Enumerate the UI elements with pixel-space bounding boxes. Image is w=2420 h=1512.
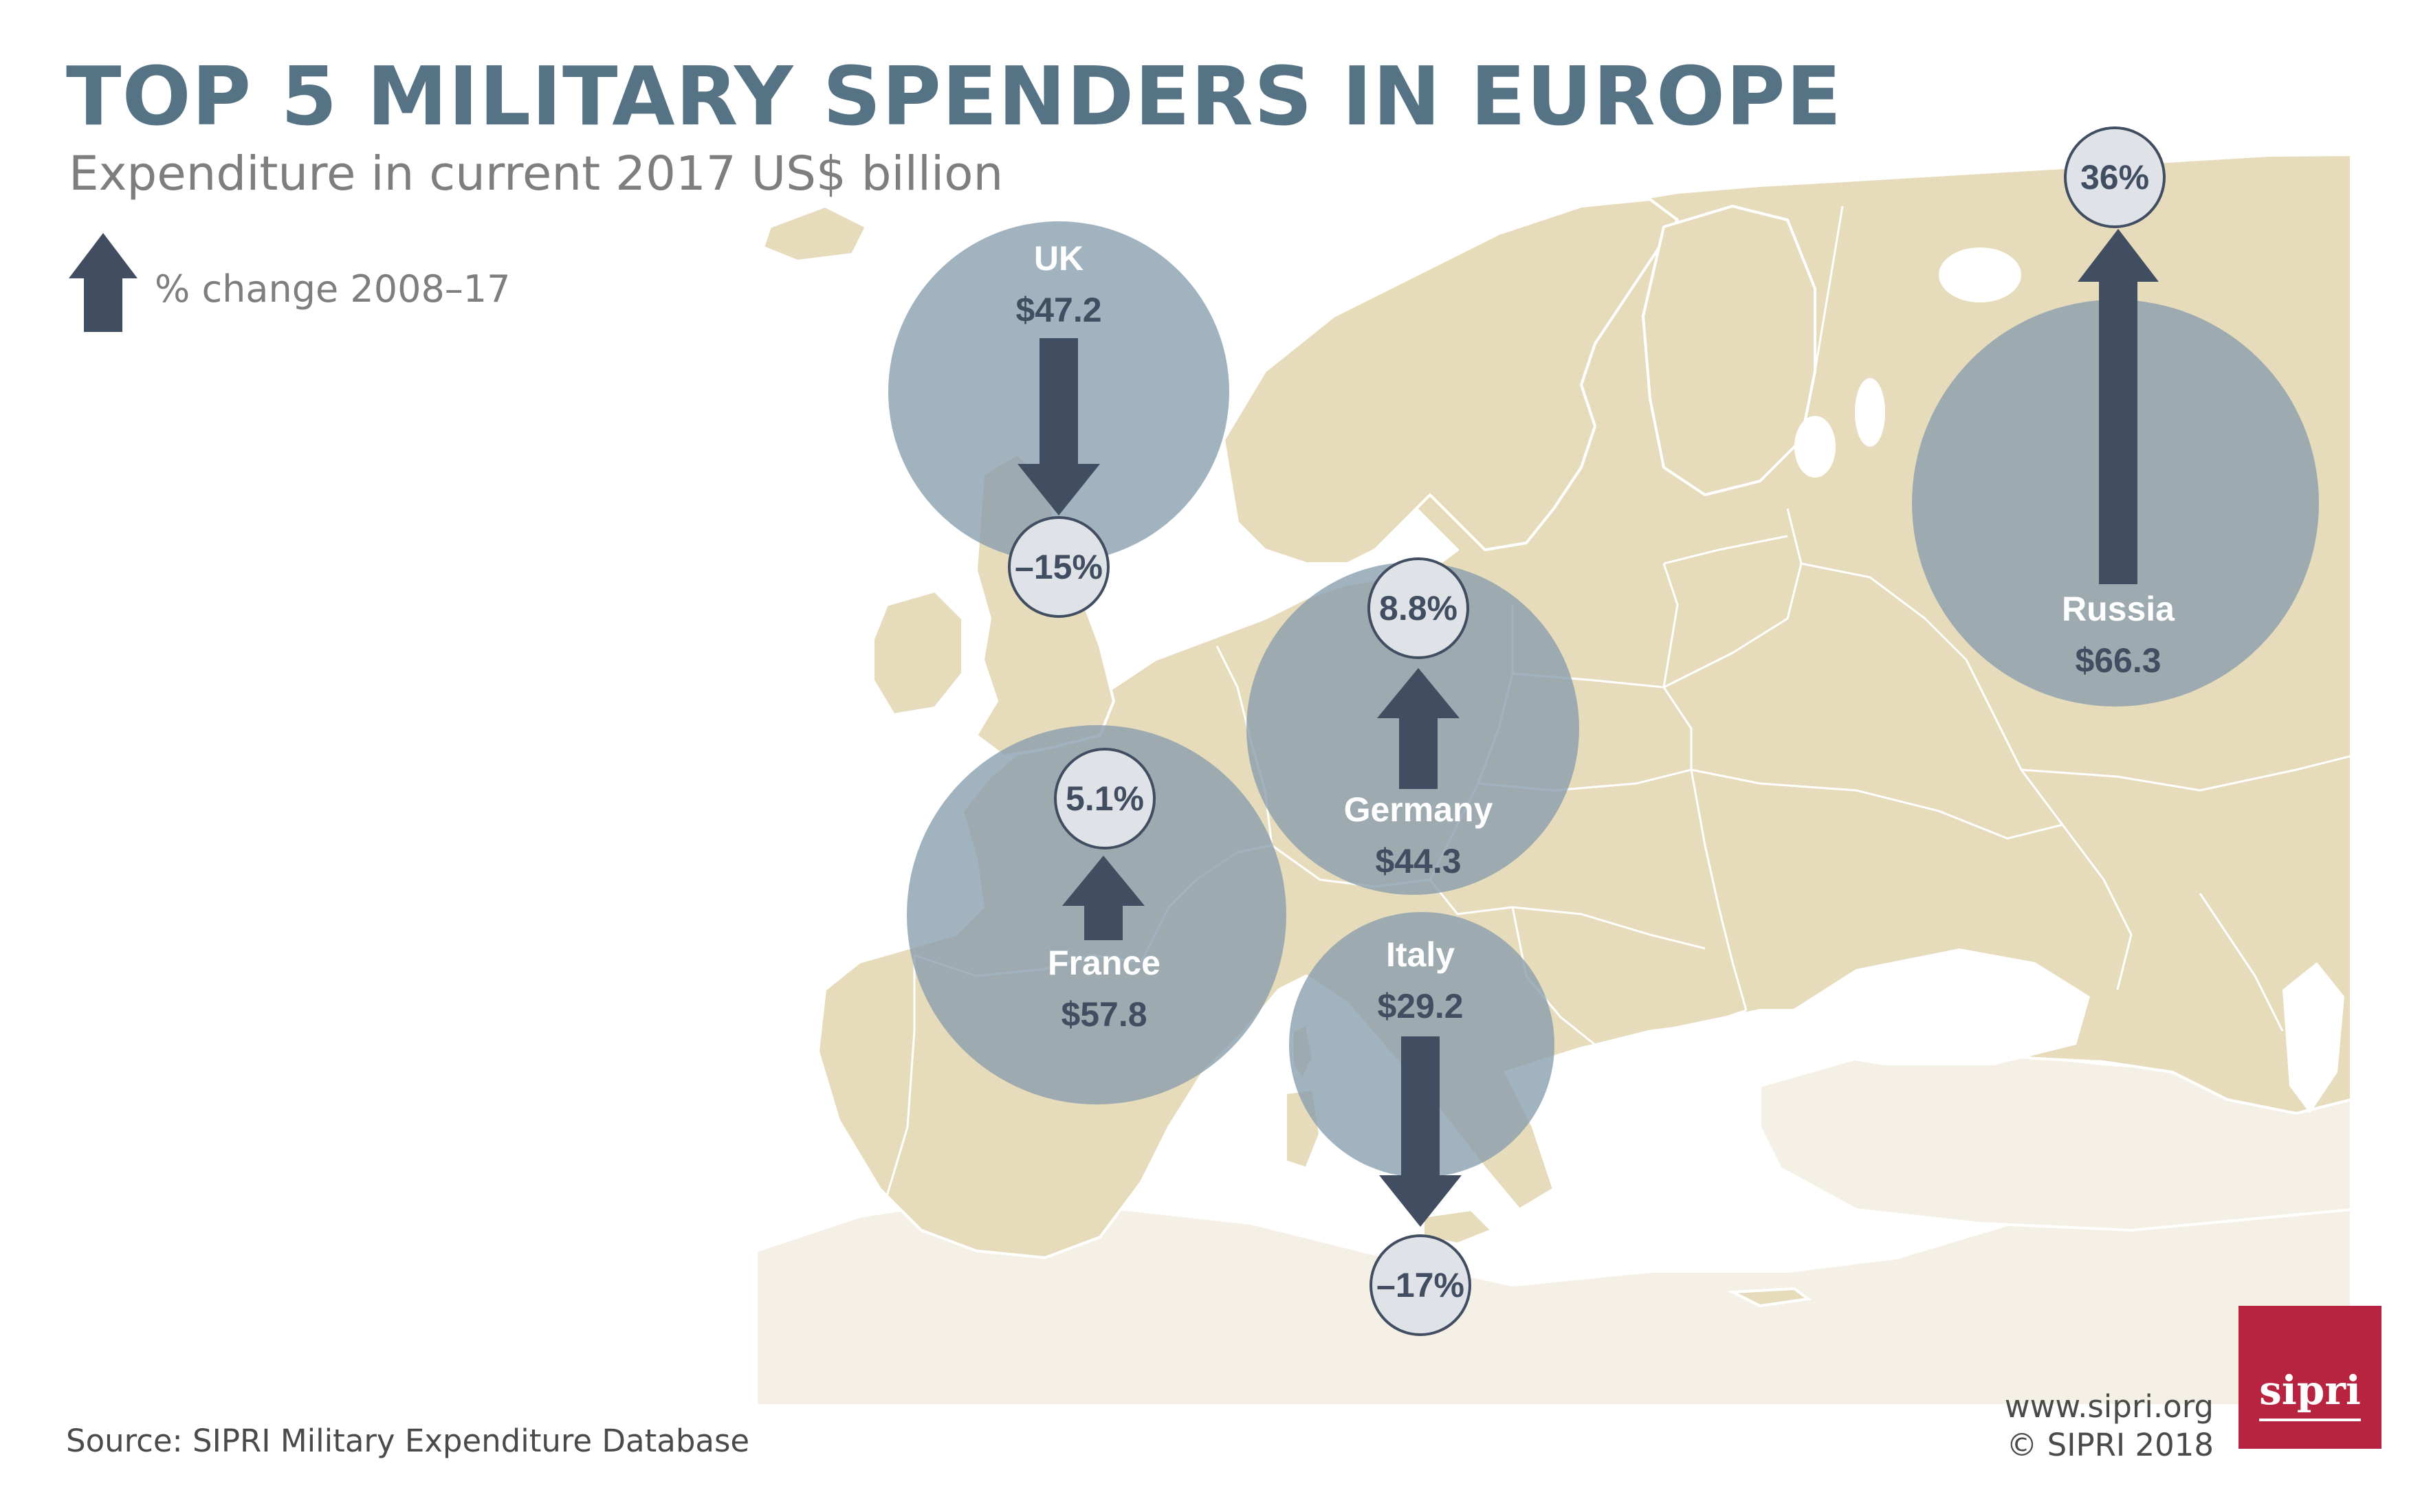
- uk-change-label: –15%: [1015, 548, 1103, 586]
- page-subtitle: Expenditure in current 2017 US$ billion: [69, 146, 1004, 201]
- finland: [1641, 204, 1816, 497]
- germany-expenditure-value: $44.3: [1375, 842, 1461, 880]
- germany-change-label: 8.8%: [1379, 589, 1458, 627]
- copyright-note: © SIPRI 2018: [2006, 1427, 2214, 1463]
- russia-expenditure-value: $66.3: [2075, 641, 2161, 680]
- sipri-logo: sipri: [2238, 1306, 2382, 1449]
- black-sea: [1781, 948, 2090, 1065]
- uk-change-badge: [1008, 516, 1110, 618]
- page-title: TOP 5 MILITARY SPENDERS IN EUROPE: [66, 49, 1842, 144]
- white-sea: [1939, 247, 2021, 302]
- logo-wordmark: sipri: [2259, 1367, 2361, 1414]
- ireland: [872, 589, 964, 717]
- france-country-name: France: [1048, 944, 1160, 982]
- uk-country-name: UK: [1034, 239, 1084, 278]
- russia-change-label: 36%: [2080, 158, 2149, 197]
- france-expenditure-value: $57.8: [1061, 995, 1147, 1034]
- sicily: [1422, 1208, 1495, 1246]
- italy-change-badge: [1370, 1234, 1471, 1336]
- scandinavia: [1222, 198, 1679, 565]
- source-note: Source: SIPRI Military Expenditure Datab…: [66, 1423, 750, 1459]
- crete: [1727, 1287, 1812, 1308]
- germany-change-badge: [1367, 557, 1469, 659]
- russia-up-arrow-icon: [2078, 229, 2159, 584]
- up-arrow-icon: [69, 233, 138, 332]
- legend-label: % change 2008–17: [155, 267, 511, 311]
- lake-ladoga: [1794, 416, 1836, 478]
- france-change-badge: [1054, 748, 1156, 849]
- france-up-arrow-icon: [1062, 856, 1145, 940]
- germany-up-arrow-icon: [1377, 668, 1460, 789]
- russia-country-name: Russia: [2062, 590, 2175, 628]
- france-change-label: 5.1%: [1066, 779, 1144, 818]
- russia-change-badge: [2064, 126, 2166, 228]
- uk-down-arrow-icon: [1018, 338, 1100, 515]
- italy-country-name: Italy: [1386, 935, 1455, 974]
- germany-country-name: Germany: [1344, 790, 1493, 829]
- uk-expenditure-value: $47.2: [1015, 291, 1101, 329]
- italy-down-arrow-icon: [1379, 1036, 1462, 1227]
- caspian-sea: [2282, 962, 2344, 1113]
- iceland: [761, 204, 868, 263]
- logo-underline: [2259, 1419, 2361, 1421]
- website-link[interactable]: www.sipri.org: [2004, 1388, 2214, 1425]
- italy-expenditure-value: $29.2: [1377, 987, 1463, 1025]
- italy-change-label: –17%: [1376, 1266, 1464, 1304]
- lake-onega: [1855, 378, 1885, 447]
